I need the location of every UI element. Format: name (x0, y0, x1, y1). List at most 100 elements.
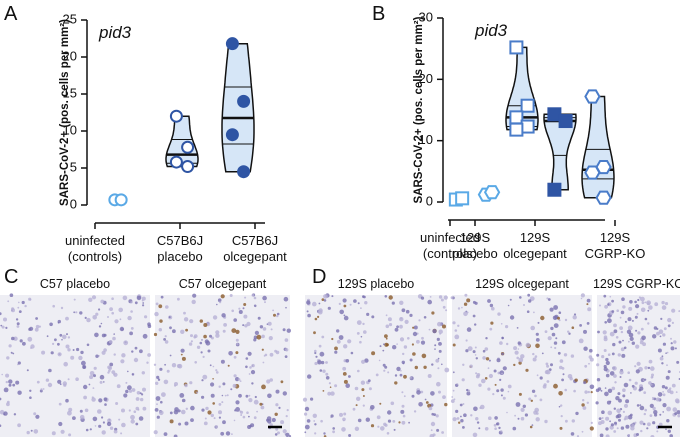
cell (73, 349, 75, 351)
cell (125, 390, 128, 393)
cell (240, 411, 243, 414)
cell (605, 358, 608, 361)
cell (272, 418, 276, 422)
cell (641, 308, 646, 313)
cell (402, 308, 406, 312)
cell (581, 293, 585, 297)
cell (68, 378, 70, 380)
cell (35, 328, 39, 332)
cell (363, 395, 365, 397)
cell (99, 325, 101, 327)
cell (485, 337, 487, 339)
cell (553, 305, 558, 310)
cell (420, 391, 423, 394)
cell (285, 355, 288, 358)
cell (242, 324, 244, 326)
cell (170, 412, 173, 415)
cell (564, 353, 567, 356)
cell (525, 413, 528, 416)
cell (22, 342, 26, 346)
cell (123, 340, 128, 345)
cell (400, 370, 402, 372)
cell (165, 305, 169, 309)
cell (516, 402, 521, 407)
cell (305, 407, 309, 411)
cell (596, 354, 599, 357)
cell (332, 427, 335, 430)
cell (530, 426, 533, 429)
cell (146, 362, 148, 364)
cell (672, 322, 674, 324)
x-tick-label: placebo (452, 246, 498, 261)
cell (234, 420, 236, 422)
cell (366, 418, 370, 422)
cell (246, 395, 249, 398)
cell (59, 403, 62, 406)
cell (139, 349, 143, 353)
cell (612, 343, 615, 346)
cell (235, 400, 239, 404)
cell (523, 405, 526, 408)
cell (383, 343, 385, 345)
cell (421, 297, 424, 300)
cell (313, 331, 316, 334)
cell (587, 307, 591, 311)
cell (545, 330, 548, 333)
cell (76, 348, 79, 351)
cell (120, 318, 122, 320)
cell (647, 310, 649, 312)
cell (29, 299, 31, 301)
cell (537, 374, 539, 376)
cell (622, 305, 625, 308)
cell (2, 326, 5, 329)
cell (129, 409, 131, 411)
cell (201, 396, 204, 399)
cell (481, 379, 486, 384)
cell (443, 306, 446, 309)
cell (58, 422, 62, 426)
cell (344, 380, 348, 384)
cell (531, 400, 533, 402)
cell (1, 374, 3, 376)
cell (675, 398, 680, 403)
cell (377, 426, 379, 428)
cell (562, 340, 566, 344)
cell (629, 300, 633, 304)
cell (268, 322, 272, 326)
cell (264, 355, 266, 357)
cell (83, 396, 87, 400)
cell (334, 384, 337, 387)
cell (550, 346, 552, 348)
cell (611, 423, 614, 426)
cell (568, 333, 570, 335)
cell (16, 318, 18, 320)
cell (499, 379, 501, 381)
cell (201, 379, 203, 381)
cell (583, 406, 587, 410)
cell (172, 363, 176, 367)
cell (348, 375, 351, 378)
cell (206, 341, 211, 346)
cell (399, 301, 403, 305)
cell (547, 380, 550, 383)
cell (254, 416, 257, 419)
cell (429, 407, 433, 411)
cell (521, 417, 525, 421)
cell (559, 366, 563, 370)
cell (359, 341, 362, 344)
cell (9, 384, 12, 387)
cell (276, 315, 278, 317)
cell (647, 422, 651, 426)
cell (628, 341, 630, 343)
cell (142, 304, 144, 306)
data-point (585, 90, 599, 102)
cell (46, 379, 49, 382)
cell (154, 364, 156, 366)
cell (317, 316, 319, 318)
cell (334, 351, 337, 354)
cell (10, 293, 14, 297)
cell (238, 378, 241, 381)
cell (54, 338, 57, 341)
cell (661, 301, 664, 304)
cell (100, 300, 104, 304)
